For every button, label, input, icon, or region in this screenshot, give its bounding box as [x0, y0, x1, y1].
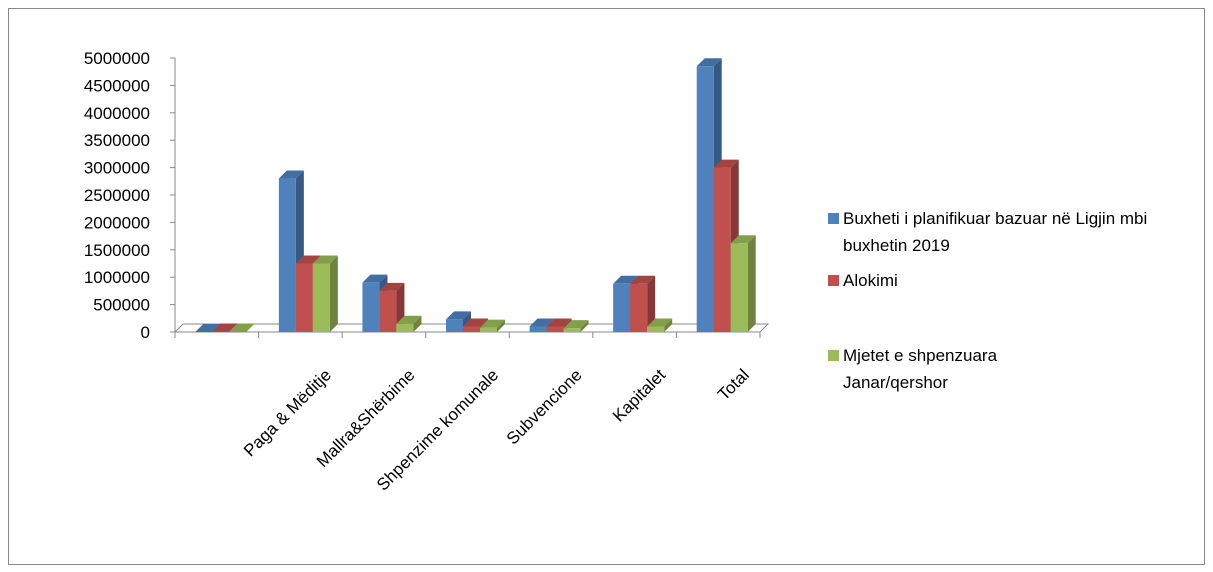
- bar-side: [580, 320, 589, 332]
- bar-top: [229, 324, 255, 332]
- x-tick-label: Kapitalet: [609, 365, 669, 425]
- bar: [563, 328, 581, 332]
- bar-top: [546, 318, 572, 327]
- bar: [529, 326, 547, 332]
- bar-top: [295, 255, 321, 264]
- bar-side: [413, 315, 422, 332]
- bar: [379, 290, 397, 332]
- bar-top: [563, 320, 589, 329]
- legend-swatch: [828, 213, 839, 224]
- bar-side: [229, 323, 238, 332]
- bar: [312, 263, 330, 332]
- legend-item: Mjetet e shpenzuara Janar/qershor: [828, 342, 1198, 396]
- bar-top: [463, 318, 488, 327]
- legend-label: Alokimi: [843, 271, 898, 290]
- bar-side: [664, 318, 673, 332]
- y-tick-label: 5000000: [84, 49, 150, 68]
- legend-swatch: [828, 275, 839, 286]
- bar: [613, 283, 631, 332]
- bar-side: [497, 319, 505, 332]
- bar: [546, 326, 564, 332]
- y-tick-label: 3500000: [84, 131, 150, 150]
- bar-top: [630, 275, 656, 284]
- bar-top: [647, 318, 673, 327]
- bar: [362, 282, 380, 332]
- legend-swatch: [828, 350, 839, 361]
- bar-top: [396, 315, 422, 324]
- y-tick-label: 500000: [93, 296, 150, 315]
- legend-item: Alokimi: [828, 267, 1198, 294]
- bar: [696, 66, 714, 332]
- legend-label: Buxheti i planifikuar bazuar në Ligjin m…: [843, 209, 1148, 255]
- bar: [463, 326, 480, 332]
- bar-top: [730, 235, 756, 244]
- x-tick-label: Paga & Mëditje: [240, 365, 335, 460]
- bar: [630, 283, 648, 332]
- bar: [295, 263, 313, 332]
- bar: [647, 326, 665, 332]
- x-tick-label: Total: [714, 365, 753, 404]
- y-tick-label: 0: [141, 323, 150, 342]
- bar-top: [278, 170, 304, 179]
- bar: [396, 323, 414, 332]
- bar-top: [529, 318, 555, 327]
- y-tick-label: 1500000: [84, 241, 150, 260]
- legend-label: Mjetet e shpenzuara Janar/qershor: [843, 346, 998, 392]
- y-tick-label: 2000000: [84, 213, 150, 232]
- frame: [8, 8, 1205, 565]
- bar-top: [696, 58, 722, 67]
- bar: [278, 178, 296, 332]
- x-tick-label: Subvencione: [503, 365, 586, 448]
- bar-top: [480, 319, 505, 328]
- bar-side: [647, 275, 656, 332]
- bar-top: [446, 311, 471, 320]
- bar: [446, 319, 463, 332]
- y-tick-label: 4500000: [84, 76, 150, 95]
- bar-top: [362, 274, 388, 283]
- legend-item: Buxheti i planifikuar bazuar në Ligjin m…: [828, 205, 1198, 259]
- y-tick-label: 3000000: [84, 159, 150, 178]
- bar: [212, 331, 230, 332]
- bar-top: [379, 282, 405, 291]
- bar: [713, 167, 731, 332]
- y-tick-label: 2500000: [84, 186, 150, 205]
- bar-side: [747, 235, 756, 332]
- bar-top: [312, 255, 338, 264]
- bar-side: [329, 255, 338, 332]
- y-tick-label: 1000000: [84, 268, 150, 287]
- bar: [730, 243, 748, 332]
- y-tick-label: 4000000: [84, 104, 150, 123]
- bar-top: [613, 275, 639, 284]
- bar-top: [212, 323, 238, 332]
- bar-top: [713, 159, 739, 168]
- bar: [480, 327, 497, 332]
